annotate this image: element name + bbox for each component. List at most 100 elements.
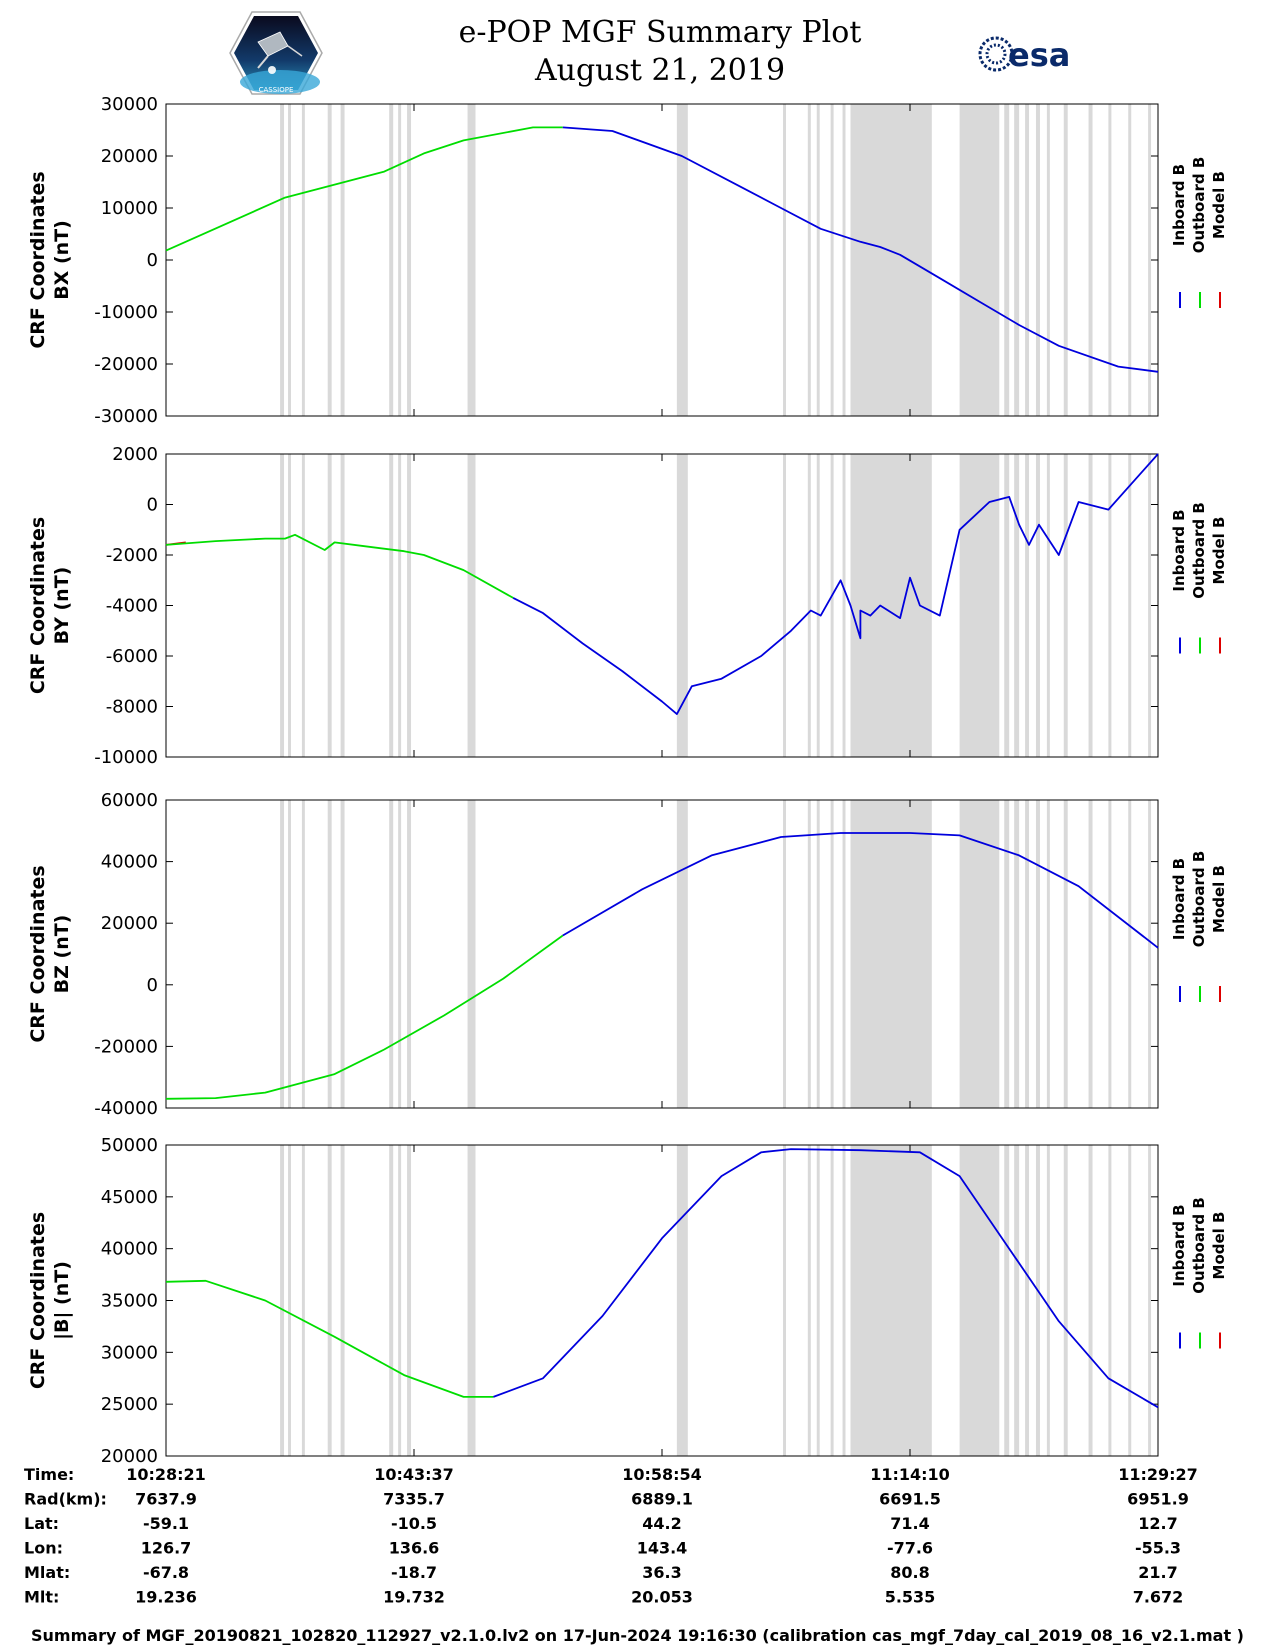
series-line-outboard-b — [165, 1279, 494, 1398]
info-value: 136.6 — [389, 1539, 440, 1558]
data-gap-band — [301, 454, 305, 757]
y-tick-label: 0 — [147, 250, 158, 271]
info-value: 143.4 — [637, 1539, 688, 1558]
series-line-inboard-b — [493, 1148, 1159, 1409]
legend-label: Model B — [1210, 865, 1228, 933]
data-gap-band — [959, 1145, 1000, 1456]
info-value: 6691.5 — [879, 1490, 941, 1509]
data-gap-band — [1025, 104, 1030, 416]
data-gap-band — [830, 1145, 834, 1456]
panel-1: -30000 -20000 -10000 0 10000 20000 30000 CRF Co… — [27, 94, 1228, 427]
x-tick-label: 11:29:27 — [1118, 1465, 1198, 1484]
data-gap-band — [807, 104, 811, 416]
data-gap-band — [1004, 454, 1010, 757]
info-row-label: Mlt: — [24, 1588, 59, 1607]
data-gap-band — [1025, 1145, 1030, 1456]
data-gap-band — [816, 104, 820, 416]
info-value: 5.535 — [885, 1588, 936, 1607]
data-gap-band — [467, 454, 476, 757]
data-gap-band — [288, 104, 291, 416]
data-gap-band — [467, 104, 476, 416]
info-value: 44.2 — [642, 1514, 681, 1533]
data-gap-band — [1128, 454, 1132, 757]
data-gap-band — [1148, 800, 1152, 1108]
info-value: 7.672 — [1133, 1588, 1184, 1607]
y-tick-label: -2000 — [106, 545, 158, 566]
data-gap-band — [398, 454, 402, 757]
series-line-inboard-b — [512, 453, 1159, 715]
y-tick-label: 50000 — [101, 1135, 158, 1156]
data-gap-band — [850, 104, 932, 416]
panel-3: -40000 -20000 0 20000 40000 60000 CRF Coordina… — [27, 790, 1228, 1119]
data-gap-band — [959, 454, 1000, 757]
data-gap-band — [1014, 454, 1020, 757]
data-gap-band — [1004, 1145, 1010, 1456]
data-gap-band — [407, 1145, 412, 1456]
info-value: 7637.9 — [135, 1490, 197, 1509]
data-gap-band — [850, 800, 932, 1108]
esa-logo: esa — [978, 36, 1070, 74]
data-gap-band — [389, 454, 394, 757]
info-value: 6889.1 — [631, 1490, 693, 1509]
info-value: -55.3 — [1135, 1539, 1181, 1558]
y-axis-label: |B| (nT) — [51, 1261, 73, 1340]
series-line-outboard-b — [165, 533, 514, 599]
info-value: -59.1 — [143, 1514, 189, 1533]
y-tick-label: 0 — [147, 495, 158, 516]
info-value: 80.8 — [890, 1563, 929, 1582]
y-axis-label: CRF Coordinates — [27, 171, 49, 348]
data-gap-band — [1063, 1145, 1068, 1456]
y-tick-label: 40000 — [101, 1239, 158, 1260]
data-gap-band — [842, 104, 846, 416]
x-tick-label: 11:14:10 — [870, 1465, 950, 1484]
data-gap-band — [1035, 1145, 1040, 1456]
legend-label: Outboard B — [1190, 157, 1208, 254]
data-gap-band — [830, 104, 834, 416]
esa-logo-text: esa — [1008, 36, 1070, 74]
info-value: 6951.9 — [1127, 1490, 1189, 1509]
y-tick-label: -10000 — [94, 302, 158, 323]
data-gap-band — [1035, 104, 1040, 416]
data-gap-band — [1035, 800, 1040, 1108]
data-gap-band — [407, 454, 412, 757]
y-tick-label: 60000 — [101, 790, 158, 811]
data-gap-band — [280, 800, 285, 1108]
data-gap-band — [1014, 1145, 1020, 1456]
data-gap-band — [280, 1145, 285, 1456]
data-gap-band — [816, 1145, 820, 1456]
y-axis-label: CRF Coordinates — [27, 865, 49, 1042]
y-axis-label: BX (nT) — [51, 220, 73, 300]
plot-date: August 21, 2019 — [534, 53, 786, 88]
info-value: -10.5 — [391, 1514, 437, 1533]
y-tick-label: 40000 — [101, 852, 158, 873]
data-gap-band — [1063, 800, 1068, 1108]
data-gap-band — [301, 800, 305, 1108]
data-gap-band — [301, 1145, 305, 1456]
data-gap-band — [1148, 1145, 1152, 1456]
y-tick-label: 20000 — [101, 1446, 158, 1467]
legend-label: Inboard B — [1170, 1204, 1188, 1286]
legend-label: Inboard B — [1170, 164, 1188, 246]
y-tick-label: 2000 — [112, 444, 158, 465]
y-tick-label: 30000 — [101, 94, 158, 115]
data-gap-band — [280, 454, 285, 757]
info-row-label: Lat: — [24, 1514, 59, 1533]
data-gap-band — [783, 454, 786, 757]
data-gap-band — [467, 800, 476, 1108]
data-gap-band — [1046, 104, 1050, 416]
panel-2: -10000 -8000 -6000 -4000 -2000 0 2000 CRF Coord… — [27, 444, 1228, 768]
info-value: 12.7 — [1138, 1514, 1177, 1533]
data-gap-band — [1025, 800, 1030, 1108]
data-gap-band — [288, 800, 291, 1108]
data-gap-band — [959, 104, 1000, 416]
legend-label: Inboard B — [1170, 509, 1188, 591]
footer-caption: Summary of MGF_20190821_102820_112927_v2… — [31, 1626, 1244, 1645]
data-gap-band — [1128, 104, 1132, 416]
plot-title: e-POP MGF Summary Plot — [458, 15, 862, 50]
data-gap-band — [807, 1145, 811, 1456]
cassiope-logo: CASSIOPE — [229, 11, 323, 95]
info-value: 71.4 — [890, 1514, 929, 1533]
y-axis-label: CRF Coordinates — [27, 1212, 49, 1389]
data-gap-band — [340, 800, 345, 1108]
